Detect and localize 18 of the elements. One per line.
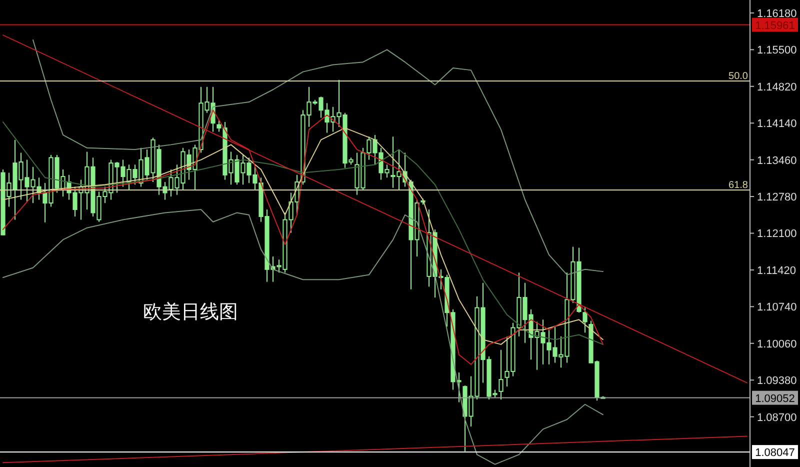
y-tick-label: 1.10740 <box>757 302 797 314</box>
annotation: 61.8 <box>728 180 748 191</box>
y-tick-label: 1.13460 <box>757 154 797 167</box>
y-tick-label: 1.10060 <box>757 338 797 350</box>
annotation: 欧美日线图 <box>143 301 238 323</box>
y-tick-label: 1.12780 <box>757 192 797 204</box>
ref-line-label: 1.08047 <box>755 447 795 460</box>
y-tick-label: 1.15500 <box>757 44 797 57</box>
y-tick-label: 1.14820 <box>757 81 797 94</box>
annotation: 50.0 <box>728 70 748 82</box>
y-tick-label: 1.08700 <box>757 412 797 424</box>
ref-line-label: 1.15961 <box>755 20 795 32</box>
y-tick-label: 1.16180 <box>757 8 797 20</box>
y-tick-label: 1.12100 <box>757 228 797 240</box>
y-tick-label: 1.14140 <box>757 118 797 130</box>
ref-line-label: 1.09052 <box>755 392 795 405</box>
y-tick-label: 1.09380 <box>757 375 797 388</box>
y-tick-label: 1.11420 <box>757 264 796 277</box>
